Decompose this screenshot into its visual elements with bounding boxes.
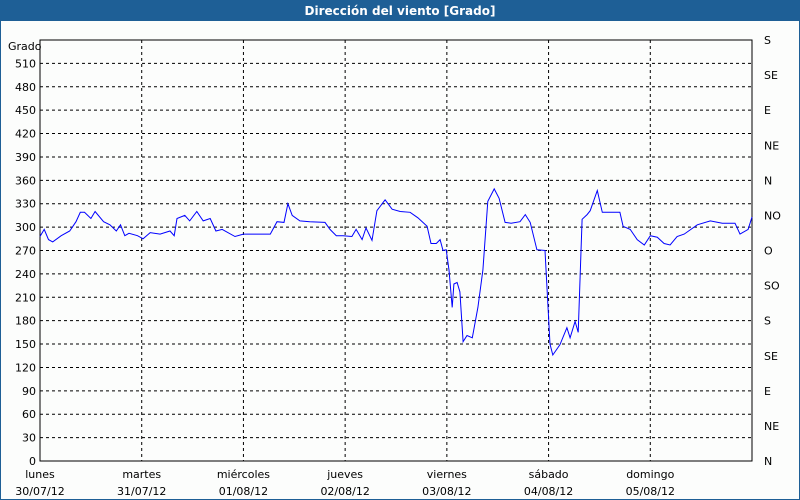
x-tick-label: 03/08/12: [422, 485, 471, 498]
y-tick-label: 240: [15, 268, 36, 281]
y-tick-label: 450: [15, 104, 36, 117]
y-tick-label: 180: [15, 315, 36, 328]
y-tick-label: 330: [15, 198, 36, 211]
y-tick-label: 300: [15, 221, 36, 234]
x-tick-label: 01/08/12: [219, 485, 268, 498]
chart-title: Dirección del viento [Grado]: [1, 1, 799, 21]
plot-area-border: [39, 39, 753, 462]
y2-tick-label: N: [764, 455, 772, 468]
x-tick-label: 05/08/12: [626, 485, 675, 498]
y-tick-label: 390: [15, 151, 36, 164]
y-tick-label: 120: [15, 361, 36, 374]
y-tick-label: 150: [15, 338, 36, 351]
x-tick-day: martes: [122, 468, 161, 481]
y-tick-label: 0: [29, 455, 36, 468]
y2-tick-label: SO: [764, 280, 780, 293]
y2-tick-label: S: [764, 34, 771, 47]
x-tick-day: sábado: [529, 468, 569, 481]
y-axis-label: Grado: [8, 40, 42, 53]
x-tick-day: miércoles: [217, 468, 270, 481]
x-tick-label: 30/07/12: [15, 485, 64, 498]
x-tick-label: 04/08/12: [524, 485, 573, 498]
y2-tick-label: NE: [764, 420, 779, 433]
x-tick-day: lunes: [25, 468, 55, 481]
y-tick-label: 60: [22, 408, 36, 421]
y-tick-label: 480: [15, 81, 36, 94]
y2-tick-label: S: [764, 315, 771, 328]
y2-tick-label: E: [764, 385, 771, 398]
y-tick-label: 360: [15, 174, 36, 187]
x-tick-day: jueves: [326, 468, 363, 481]
y-tick-label: 30: [22, 432, 36, 445]
y-tick-label: 270: [15, 245, 36, 258]
y2-tick-label: SE: [764, 350, 778, 363]
wind-direction-line: [39, 187, 753, 357]
y-tick-label: 210: [15, 291, 36, 304]
y2-tick-label: E: [764, 104, 771, 117]
x-tick-day: domingo: [626, 468, 674, 481]
y2-tick-label: NO: [764, 209, 781, 222]
x-tick-label: 31/07/12: [117, 485, 166, 498]
y-tick-label: 420: [15, 128, 36, 141]
y2-tick-label: SE: [764, 69, 778, 82]
y2-tick-label: NE: [764, 139, 779, 152]
y-tick-label: 90: [22, 385, 36, 398]
y-tick-label: 510: [15, 57, 36, 70]
x-tick-label: 02/08/12: [320, 485, 369, 498]
y2-tick-label: N: [764, 174, 772, 187]
x-tick-day: viernes: [427, 468, 467, 481]
y2-tick-label: O: [764, 245, 773, 258]
